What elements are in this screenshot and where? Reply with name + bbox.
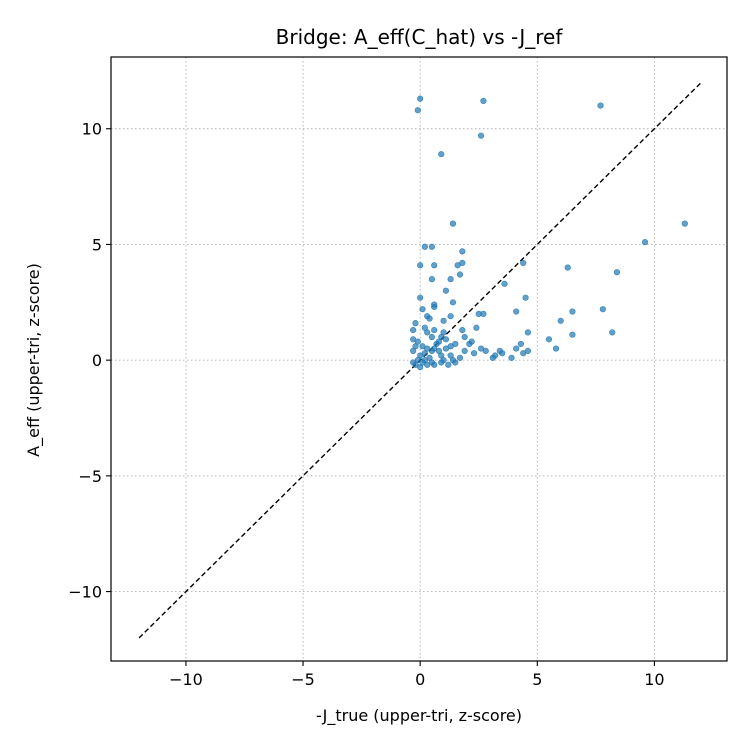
x-tick-label: 5 xyxy=(532,670,542,689)
scatter-point xyxy=(597,102,604,109)
scatter-point xyxy=(445,361,452,368)
scatter-point xyxy=(609,329,616,336)
scatter-point xyxy=(557,317,564,324)
scatter-point xyxy=(447,313,454,320)
y-tick-label: −10 xyxy=(68,583,102,602)
scatter-point xyxy=(681,220,688,227)
scatter-point xyxy=(499,350,506,357)
scatter-point xyxy=(449,299,457,306)
scatter-point xyxy=(545,336,553,343)
x-tick-label: 0 xyxy=(415,670,425,689)
scatter-point xyxy=(449,357,457,364)
scatter-point xyxy=(419,306,426,313)
scatter-point xyxy=(459,248,466,255)
scatter-point xyxy=(473,324,480,331)
scatter-point xyxy=(412,320,419,327)
scatter-point xyxy=(449,220,457,227)
scatter-point xyxy=(480,97,487,105)
x-tick-label: −10 xyxy=(169,670,203,689)
scatter-point xyxy=(428,243,435,250)
scatter-point xyxy=(438,151,445,158)
scatter-point xyxy=(431,262,438,269)
scatter-point xyxy=(569,331,576,338)
scatter-point xyxy=(428,276,435,283)
x-tick-label: −5 xyxy=(291,670,315,689)
scatter-point xyxy=(456,354,464,361)
scatter-point xyxy=(421,357,428,364)
scatter-point xyxy=(454,262,461,269)
scatter-point xyxy=(517,340,524,348)
x-axis-label: -J_true (upper-tri, z-score) xyxy=(316,706,522,726)
scatter-point xyxy=(421,243,428,250)
scatter-point xyxy=(513,345,520,352)
scatter-point xyxy=(461,333,468,341)
scatter-point xyxy=(613,269,621,276)
scatter-point xyxy=(508,354,515,361)
scatter-point xyxy=(431,326,438,334)
scatter-point xyxy=(442,345,450,352)
scatter-point xyxy=(461,347,468,355)
y-ticks: −10 −5 0 5 10 xyxy=(68,120,111,602)
scatter-point xyxy=(564,264,571,271)
y-tick-label: −5 xyxy=(78,467,102,486)
x-tick-label: 10 xyxy=(644,670,664,689)
scatter-point xyxy=(524,329,532,336)
scatter-point xyxy=(552,345,560,352)
scatter-point xyxy=(442,287,450,294)
scatter-point xyxy=(480,310,487,317)
scatter-point xyxy=(426,315,433,322)
scatter-point xyxy=(459,326,466,334)
scatter-point xyxy=(442,336,450,343)
scatter-point xyxy=(428,333,435,341)
y-tick-label: 0 xyxy=(92,351,102,370)
points-layer xyxy=(410,95,688,371)
scatter-point xyxy=(599,306,606,313)
scatter-point xyxy=(522,294,529,301)
scatter-point xyxy=(410,326,417,334)
x-ticks: −10 −5 0 5 10 xyxy=(169,661,665,689)
chart-title: Bridge: A_eff(C_hat) vs -J_ref xyxy=(276,25,564,49)
scatter-point xyxy=(435,338,443,345)
scatter-point xyxy=(641,239,649,246)
scatter-point xyxy=(470,350,478,357)
scatter-point xyxy=(569,308,576,315)
scatter-point xyxy=(477,132,485,139)
scatter-point xyxy=(440,357,447,364)
scatter-point xyxy=(417,363,424,371)
scatter-point xyxy=(440,317,447,324)
scatter-point xyxy=(501,280,508,287)
scatter-point xyxy=(447,276,454,283)
y-tick-label: 5 xyxy=(92,235,102,254)
scatter-point xyxy=(489,354,496,361)
scatter-point xyxy=(421,324,428,331)
scatter-point xyxy=(431,345,438,352)
scatter-point xyxy=(520,350,527,357)
scatter-point xyxy=(520,259,527,267)
scatter-point xyxy=(431,301,438,308)
scatter-point xyxy=(417,262,424,269)
scatter-point xyxy=(414,107,421,114)
scatter-point xyxy=(468,338,475,345)
scatter-point xyxy=(456,271,464,278)
scatter-point xyxy=(419,343,426,350)
scatter-point xyxy=(414,338,421,345)
scatter-point xyxy=(428,359,435,366)
y-axis-label: A_eff (upper-tri, z-score) xyxy=(24,263,44,457)
y-tick-label: 10 xyxy=(82,120,102,139)
scatter-point xyxy=(417,95,424,102)
scatter-point xyxy=(477,345,485,352)
scatter-point xyxy=(513,308,520,315)
scatter-point xyxy=(417,294,424,301)
plot-frame xyxy=(110,56,728,662)
